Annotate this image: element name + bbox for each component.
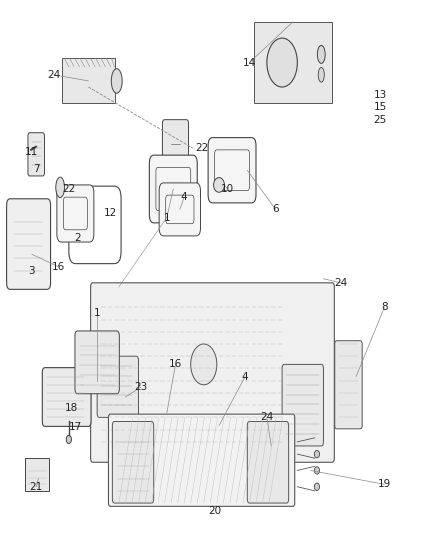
FancyBboxPatch shape <box>7 199 50 289</box>
Text: 14: 14 <box>243 58 256 68</box>
Text: 23: 23 <box>134 382 147 392</box>
Ellipse shape <box>318 45 325 63</box>
Text: 19: 19 <box>378 479 391 489</box>
Ellipse shape <box>111 69 122 93</box>
Ellipse shape <box>56 177 64 198</box>
FancyBboxPatch shape <box>97 356 138 417</box>
Text: 8: 8 <box>381 302 388 312</box>
Text: 6: 6 <box>272 204 279 214</box>
FancyBboxPatch shape <box>162 120 188 168</box>
FancyBboxPatch shape <box>282 365 323 446</box>
Text: 13: 13 <box>374 90 387 100</box>
FancyBboxPatch shape <box>42 368 91 426</box>
Ellipse shape <box>314 450 320 458</box>
Text: 16: 16 <box>51 262 64 271</box>
Ellipse shape <box>191 344 217 385</box>
Text: 25: 25 <box>374 115 387 125</box>
FancyBboxPatch shape <box>247 422 289 503</box>
Text: 4: 4 <box>242 372 248 382</box>
FancyBboxPatch shape <box>57 185 94 242</box>
Text: 20: 20 <box>208 506 221 516</box>
Text: 4: 4 <box>181 192 187 202</box>
Bar <box>62 59 115 103</box>
Text: 12: 12 <box>103 208 117 219</box>
Ellipse shape <box>66 435 71 443</box>
Text: 18: 18 <box>64 402 78 413</box>
Text: 24: 24 <box>334 278 347 288</box>
FancyBboxPatch shape <box>159 183 201 236</box>
Bar <box>25 458 49 491</box>
FancyBboxPatch shape <box>91 283 334 462</box>
Ellipse shape <box>214 177 224 192</box>
Text: 1: 1 <box>163 213 170 223</box>
Ellipse shape <box>267 38 297 87</box>
FancyBboxPatch shape <box>75 331 119 394</box>
Text: 2: 2 <box>74 233 81 243</box>
Ellipse shape <box>318 68 324 82</box>
FancyBboxPatch shape <box>113 422 154 503</box>
FancyBboxPatch shape <box>208 138 256 203</box>
Text: 17: 17 <box>69 422 82 432</box>
Text: 7: 7 <box>33 164 39 174</box>
FancyBboxPatch shape <box>109 414 295 506</box>
FancyBboxPatch shape <box>335 341 362 429</box>
Text: 22: 22 <box>62 184 75 194</box>
FancyBboxPatch shape <box>149 155 197 223</box>
Text: 15: 15 <box>374 102 387 112</box>
Ellipse shape <box>314 483 320 490</box>
Text: 3: 3 <box>28 265 35 276</box>
Text: 16: 16 <box>169 359 182 369</box>
Text: 1: 1 <box>94 308 100 318</box>
Text: 11: 11 <box>25 147 39 157</box>
Text: 24: 24 <box>260 413 273 423</box>
Text: 22: 22 <box>195 143 208 153</box>
Text: 24: 24 <box>47 70 60 80</box>
Ellipse shape <box>314 467 320 474</box>
Bar <box>254 22 332 103</box>
Text: 21: 21 <box>30 482 43 492</box>
Text: 10: 10 <box>221 184 234 194</box>
FancyBboxPatch shape <box>28 133 45 176</box>
